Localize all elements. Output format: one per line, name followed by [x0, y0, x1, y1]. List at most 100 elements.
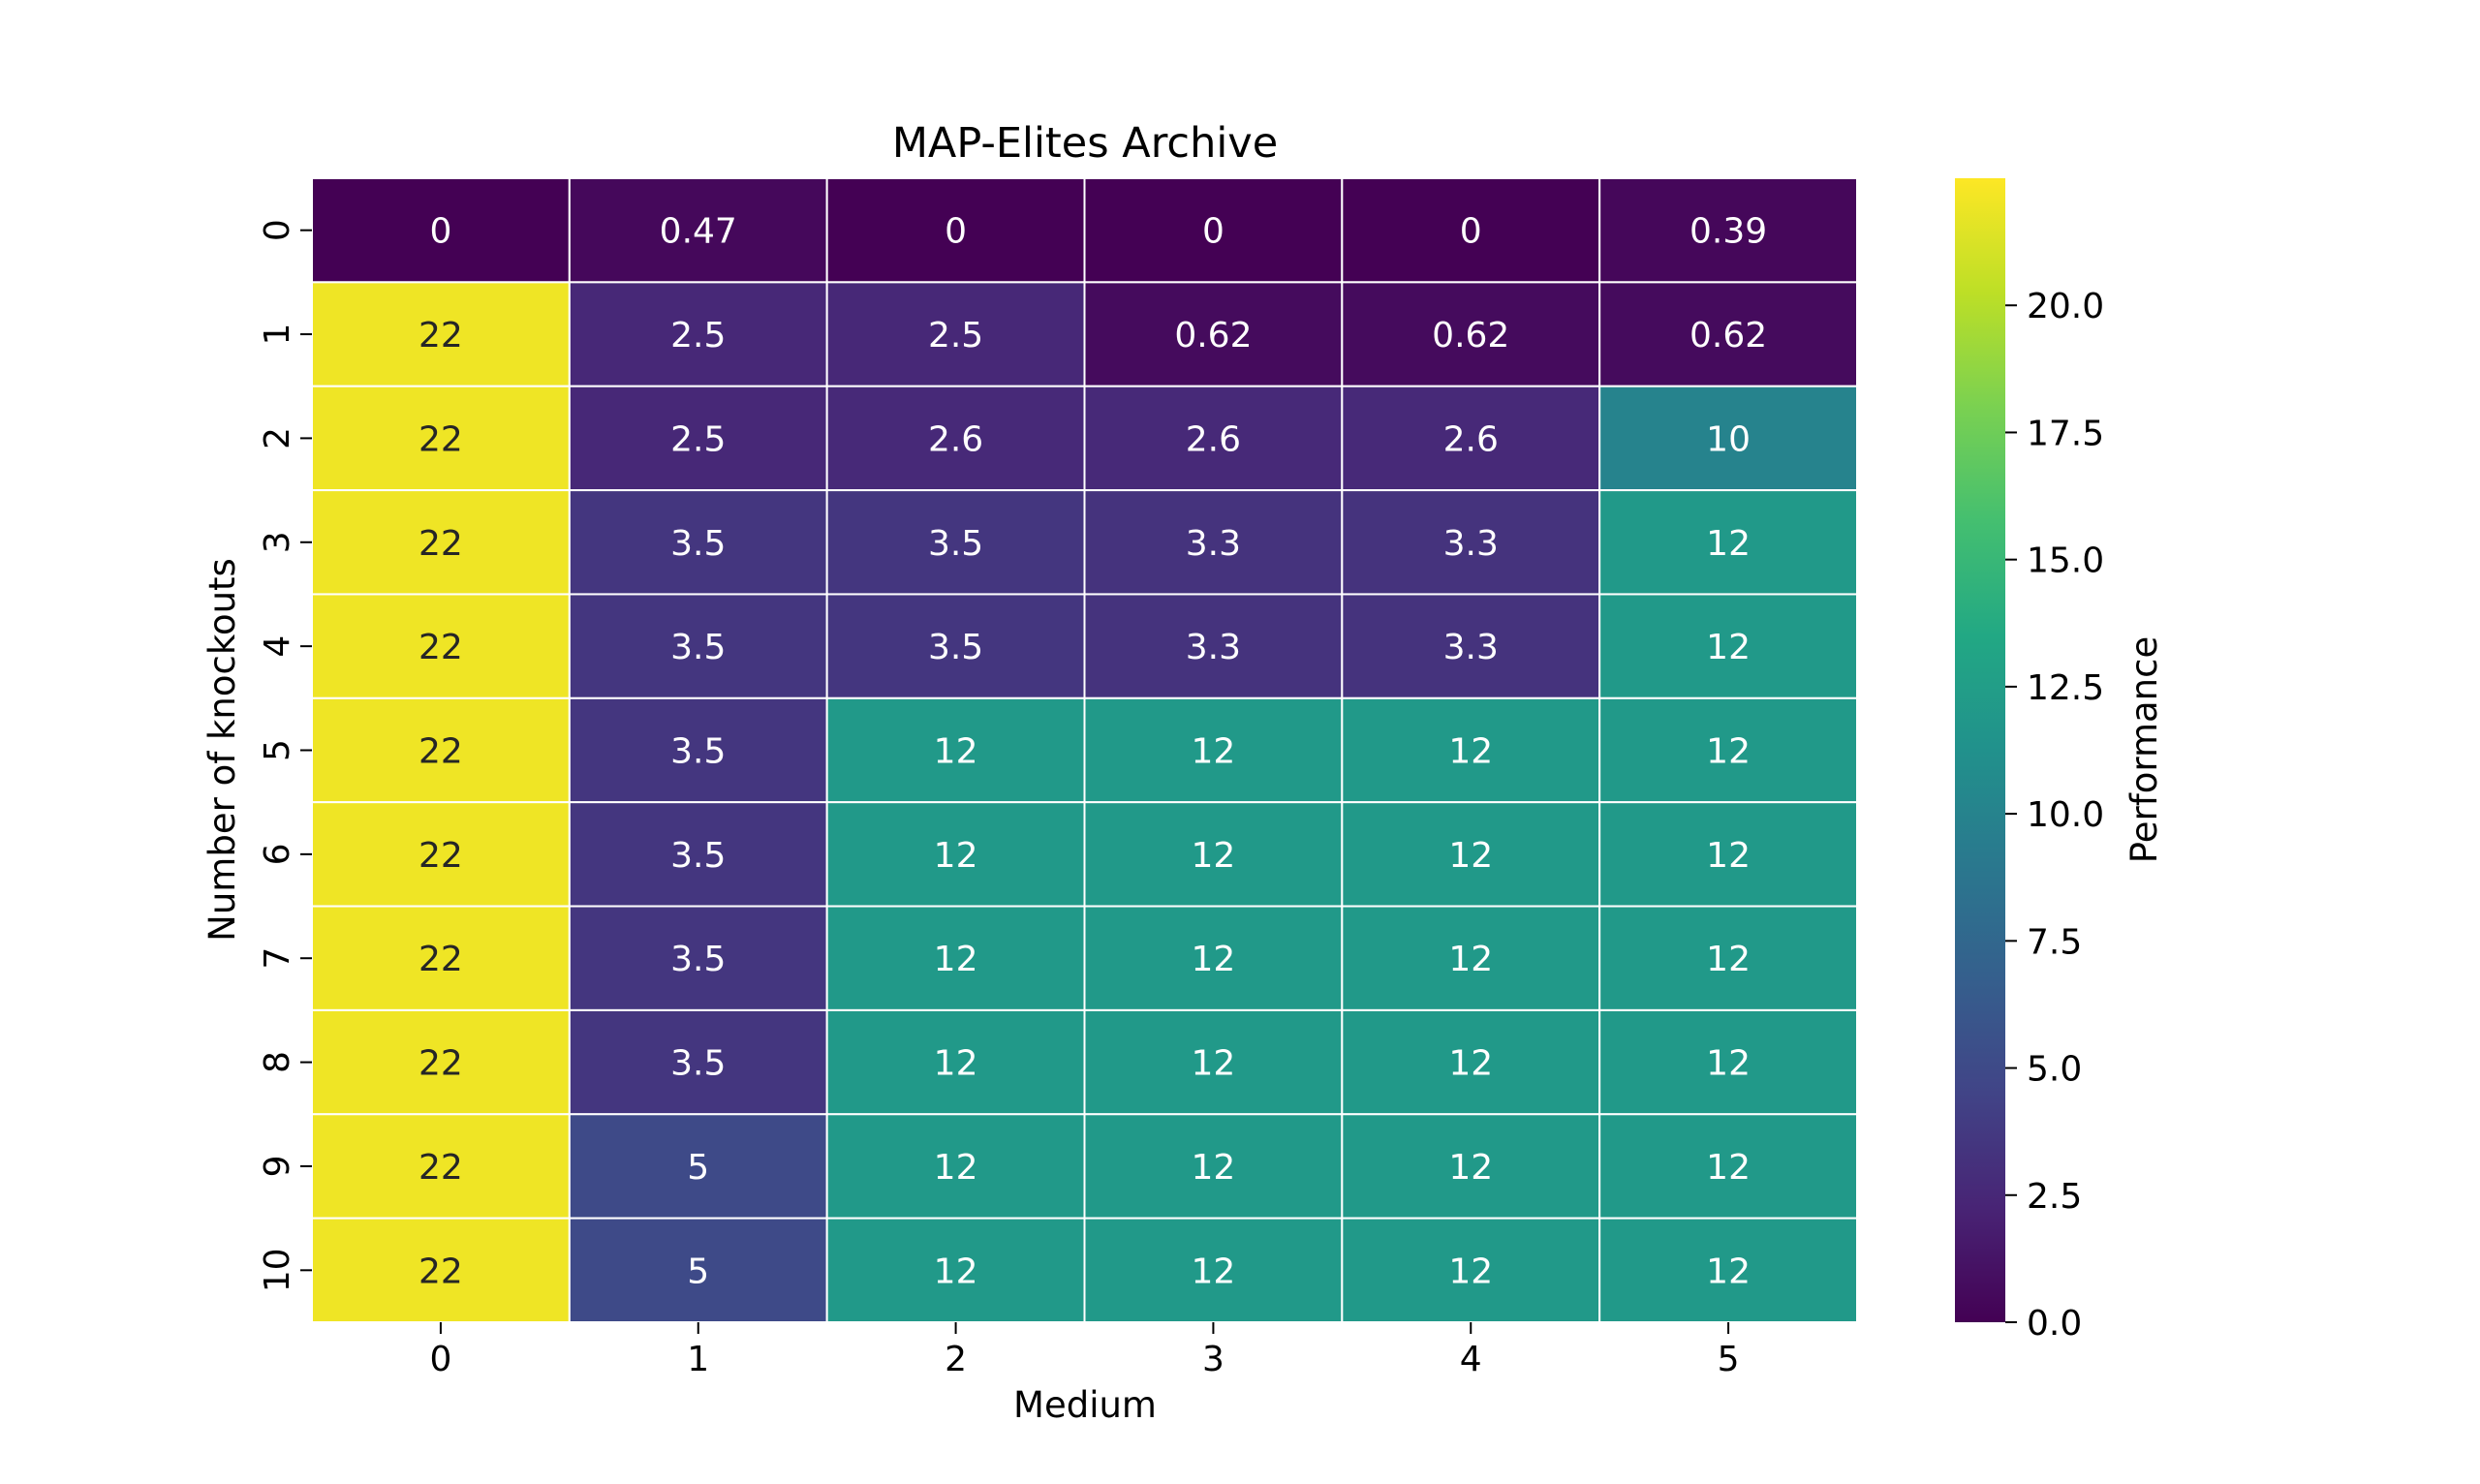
heatmap-cell — [1083, 905, 1344, 1011]
cell-value-label: 12 — [934, 940, 978, 979]
heatmap-cell — [825, 489, 1086, 596]
heatmap-cell — [1341, 489, 1601, 596]
heatmap-cell — [825, 177, 1086, 284]
cell-value-label: 2.6 — [1443, 419, 1499, 459]
cell-value-label: 12 — [1706, 836, 1751, 876]
heatmap-cell — [568, 385, 828, 492]
heatmap-cell — [1598, 281, 1858, 387]
heatmap-cell — [311, 801, 571, 908]
x-tick-label: 1 — [687, 1340, 709, 1379]
cell-value-label: 22 — [418, 1148, 463, 1188]
heatmap-cell — [1341, 385, 1601, 492]
cell-value-label: 12 — [1448, 732, 1493, 772]
cell-value-label: 0.47 — [660, 212, 737, 252]
heatmap-cell — [1598, 177, 1858, 284]
cell-value-label: 3.3 — [1186, 524, 1241, 564]
cell-value-label: 12 — [1192, 940, 1236, 979]
cell-annotations: 0 0.47 0 0 0 0.39 22 2.5 2.5 0.62 0.62 0.62 22 2.5 2.6… — [418, 212, 1767, 1292]
cell-value-label: 22 — [418, 1044, 463, 1084]
colorbar-tick-label: 5.0 — [2027, 1050, 2082, 1090]
y-tick-label: 1 — [258, 324, 297, 346]
cell-value-label: 2.6 — [1186, 419, 1241, 459]
cell-value-label: 3.5 — [670, 836, 726, 876]
heatmap-cell — [568, 801, 828, 908]
heatmap-cell — [311, 385, 571, 492]
cell-value-label: 3.3 — [1443, 628, 1499, 667]
cell-value-label: 12 — [1192, 1252, 1236, 1291]
cell-value-label: 3.5 — [670, 732, 726, 772]
cell-value-label: 0 — [1202, 212, 1224, 252]
heatmap-cell — [311, 905, 571, 1011]
heatmap-cell — [1341, 1113, 1601, 1220]
y-tick-label: 8 — [258, 1051, 297, 1073]
cell-value-label: 0.62 — [1432, 316, 1509, 356]
heatmap-cell — [311, 593, 571, 699]
cell-value-label: 3.5 — [670, 628, 726, 667]
heatmap-cell — [311, 489, 571, 596]
colorbar-tick-label: 0.0 — [2027, 1304, 2082, 1344]
cell-value-label: 22 — [418, 419, 463, 459]
colorbar-tick-label: 15.0 — [2027, 541, 2104, 581]
cell-value-label: 3.3 — [1443, 524, 1499, 564]
cell-value-label: 3.5 — [670, 524, 726, 564]
heatmap-cell — [311, 696, 571, 804]
cell-value-label: 12 — [934, 1148, 978, 1188]
cell-value-label: 22 — [418, 628, 463, 667]
y-tick-label: 5 — [258, 739, 297, 761]
y-tick-label: 6 — [258, 843, 297, 865]
heatmap-cell — [1083, 385, 1344, 492]
x-axis: 0 1 2 3 4 5 — [429, 1322, 1740, 1379]
heatmap-cell — [311, 1008, 571, 1116]
colorbar-tick-label: 7.5 — [2027, 922, 2082, 962]
heatmap-cell — [1598, 1217, 1858, 1323]
y-axis-label: Number of knockouts — [202, 558, 243, 942]
cell-value-label: 22 — [418, 732, 463, 772]
heatmap-cell — [1083, 281, 1344, 387]
heatmap-cell — [825, 905, 1086, 1011]
y-tick-label: 10 — [258, 1248, 297, 1292]
cell-value-label: 0 — [1460, 212, 1482, 252]
x-tick-label: 5 — [1718, 1340, 1740, 1379]
cell-value-label: 22 — [418, 1252, 463, 1291]
cell-value-label: 10 — [1706, 419, 1751, 459]
heatmap-cell — [825, 593, 1086, 699]
heatmap-cell — [1598, 905, 1858, 1011]
cell-value-label: 3.3 — [1186, 628, 1241, 667]
colorbar-tick-label: 17.5 — [2027, 414, 2104, 453]
cell-value-label: 2.5 — [928, 316, 983, 356]
heatmap-cell — [568, 1008, 828, 1116]
y-axis: 0 1 2 3 4 5 6 7 8 9 10 — [258, 219, 312, 1292]
heatmap-cell — [311, 177, 571, 284]
cell-value-label: 3.5 — [670, 940, 726, 979]
cell-value-label: 0.62 — [1174, 316, 1252, 356]
heatmap-cell — [1598, 801, 1858, 908]
heatmap-cell — [1598, 696, 1858, 804]
y-tick-label: 9 — [258, 1156, 297, 1178]
y-tick-label: 4 — [258, 635, 297, 658]
heatmap-cell — [1341, 696, 1601, 804]
colorbar: 0.0 2.5 5.0 7.5 10.0 12.5 15.0 17.5 20.0 — [1955, 178, 2104, 1344]
cell-value-label: 3.5 — [928, 628, 983, 667]
heatmap-cell — [1598, 385, 1858, 492]
cell-value-label: 22 — [418, 524, 463, 564]
cell-value-label: 12 — [1448, 940, 1493, 979]
x-tick-label: 2 — [945, 1340, 967, 1379]
colorbar-label: Performance — [2124, 636, 2165, 863]
heatmap-cell — [1083, 1217, 1344, 1323]
heatmap-cell — [568, 281, 828, 387]
cell-value-label: 22 — [418, 836, 463, 876]
cell-value-label: 12 — [1706, 628, 1751, 667]
x-tick-label: 4 — [1460, 1340, 1482, 1379]
heatmap-cell — [1341, 177, 1601, 284]
cell-value-label: 12 — [1706, 732, 1751, 772]
cell-value-label: 0.62 — [1690, 316, 1767, 356]
colorbar-tick-label: 2.5 — [2027, 1177, 2082, 1217]
heatmap-cell — [1083, 177, 1344, 284]
cell-value-label: 12 — [934, 1252, 978, 1291]
colorbar-tick-label: 12.5 — [2027, 668, 2104, 708]
heatmap-cell — [1341, 905, 1601, 1011]
cell-value-label: 12 — [1706, 940, 1751, 979]
x-tick-label: 3 — [1202, 1340, 1224, 1379]
y-tick-label: 2 — [258, 427, 297, 449]
